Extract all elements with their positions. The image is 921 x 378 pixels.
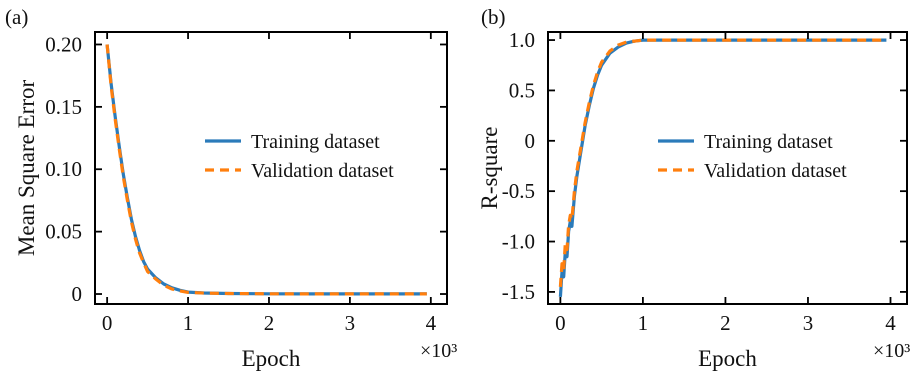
series-line-validation [558,38,887,288]
x-tick-label: 2 [264,311,275,335]
legend-label-validation: Validation dataset [704,160,847,182]
x-tick-label: 4 [426,311,437,335]
x-tick-label: 3 [345,311,356,335]
y-axis-label: Mean Square Error [14,80,39,257]
x-axis-multiplier: ×10³ [420,340,457,362]
chart-panel-b: (b) 0 1 2 3 4 -1.5 -1.0 -0.5 0 0.5 1.0 Epoch R-square… [477,5,910,371]
plot-frame [94,31,448,305]
y-tick-label: 0 [525,129,536,153]
y-tick-label: -1.5 [502,280,535,304]
x-tick-label: 2 [720,311,731,335]
series-group [105,44,427,296]
y-tick-label: -0.5 [502,179,535,203]
x-axis-label: Epoch [698,346,757,371]
series-group [558,38,887,298]
legend-label-training: Training dataset [251,131,380,153]
series-line-training [558,38,887,298]
legend: Training dataset Validation dataset [658,131,847,182]
legend: Training dataset Validation dataset [205,131,394,182]
panel-label: (a) [5,5,28,29]
x-tick-label: 4 [885,311,896,335]
y-tick-label: 0.20 [45,32,82,56]
plot-frame [547,31,908,305]
legend-label-training: Training dataset [704,131,833,153]
legend-label-validation: Validation dataset [251,160,394,182]
x-tick-label: 1 [183,311,194,335]
x-tick-label: 0 [102,311,113,335]
y-tick-label: 0.10 [45,157,82,181]
chart-panel-a: (a) 0 1 2 3 4 0 0.05 0.10 0.15 0.20 Epoch Mean Squar… [5,5,457,371]
y-tick-label: 0.5 [509,78,535,102]
y-tick-label: -1.0 [502,230,535,254]
y-tick-label: 0.05 [45,220,82,244]
x-tick-label: 1 [638,311,649,335]
panel-label: (b) [481,5,506,29]
y-tick-label: 1.0 [509,28,535,52]
x-tick-label: 3 [803,311,814,335]
y-axis-label: R-square [477,126,502,209]
x-tick-label: 0 [555,311,566,335]
x-axis-label: Epoch [242,346,301,371]
series-line-validation [105,44,427,296]
y-tick-label: 0 [72,282,83,306]
y-tick-label: 0.15 [45,95,82,119]
x-axis-multiplier: ×10³ [873,340,910,362]
